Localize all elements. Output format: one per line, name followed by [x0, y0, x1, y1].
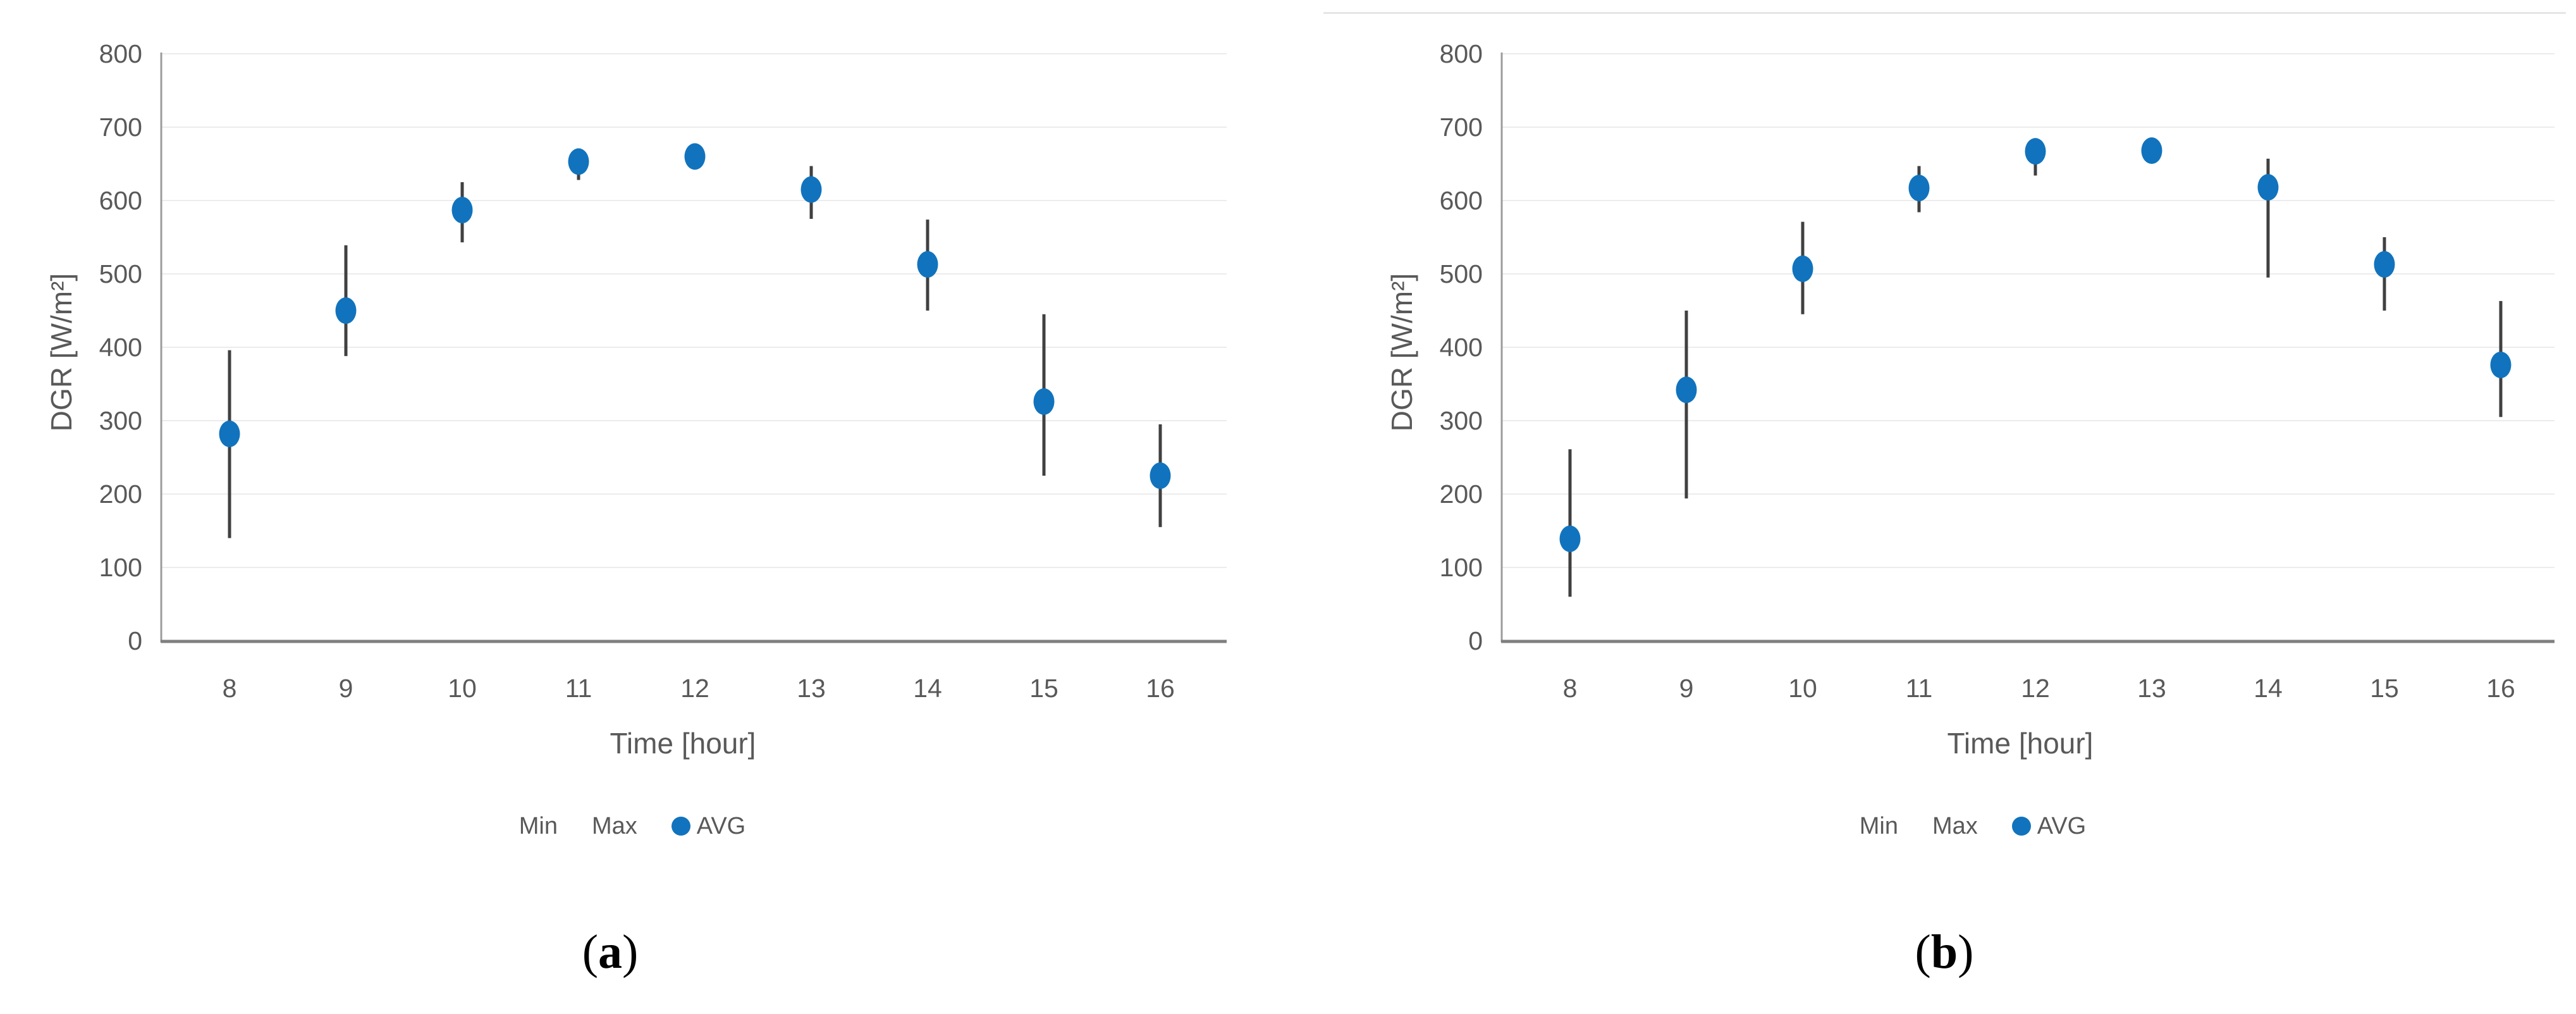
y-tick-label: 500 — [1440, 259, 1483, 288]
legend-item-avg: AVG — [2011, 812, 2087, 840]
caption-b-close-paren: ) — [1958, 925, 1974, 979]
chart-a-caption: (a) — [484, 925, 737, 980]
y-tick-label: 400 — [99, 333, 142, 362]
y-tick-label: 100 — [1440, 553, 1483, 582]
x-tick-label: 13 — [797, 674, 826, 703]
y-tick-label: 400 — [1440, 333, 1483, 362]
legend-item-max: Max — [592, 813, 637, 840]
x-tick-label: 9 — [1679, 674, 1694, 703]
y-tick-label: 600 — [1440, 186, 1483, 215]
y-tick-label: 600 — [99, 186, 142, 215]
avg-marker-icon — [2011, 817, 2031, 836]
avg-data-point — [1559, 525, 1581, 552]
x-tick-label: 10 — [448, 674, 477, 703]
avg-data-point — [2257, 174, 2279, 201]
chart-a-plot-area: 0 100 200 300 400 500 600 700 800 8 9 10 11 12 13 14 15 1… — [99, 39, 1227, 703]
x-tick-label: 15 — [2370, 674, 2399, 703]
x-tick-label: 16 — [2486, 674, 2515, 703]
chart-b-x-axis-title: Time [hour] — [1947, 727, 2094, 760]
avg-data-point — [335, 297, 357, 324]
avg-data-point — [1676, 376, 1697, 404]
chart-a-legend: Min Max AVG — [436, 808, 828, 844]
x-tick-label: 8 — [223, 674, 237, 703]
legend-max-label: Max — [1932, 812, 1978, 839]
avg-data-point — [1150, 462, 1171, 489]
legend-item-min: Min — [519, 813, 558, 840]
x-tick-label: 15 — [1029, 674, 1058, 703]
x-tick-label: 9 — [339, 674, 353, 703]
avg-data-point — [219, 420, 240, 447]
avg-data-point — [568, 148, 589, 175]
y-tick-label: 100 — [99, 553, 142, 582]
caption-b-letter: b — [1930, 925, 1958, 979]
caption-a-open-paren: ( — [582, 925, 598, 979]
y-tick-label: 0 — [1468, 626, 1483, 655]
chart-a-y-axis-title: DGR [W/m²] — [45, 273, 78, 432]
legend-item-min: Min — [1860, 813, 1898, 840]
avg-data-point — [800, 176, 822, 203]
avg-data-point — [2141, 137, 2162, 164]
avg-data-point — [917, 250, 938, 278]
x-tick-label: 14 — [913, 674, 942, 703]
legend-avg-label: AVG — [696, 812, 746, 839]
legend-max-label: Max — [592, 812, 637, 839]
avg-marker-icon — [671, 817, 690, 836]
legend-min-label: Min — [1859, 812, 1898, 839]
legend-item-avg: AVG — [671, 812, 746, 840]
x-tick-label: 16 — [1146, 674, 1175, 703]
chart-b-legend: Min Max AVG — [1777, 808, 2169, 844]
y-tick-label: 800 — [99, 39, 142, 68]
avg-data-point — [684, 143, 706, 170]
y-tick-label: 300 — [99, 406, 142, 435]
x-tick-label: 13 — [2137, 674, 2166, 703]
x-tick-label: 11 — [1906, 674, 1933, 703]
y-tick-label: 700 — [1440, 113, 1483, 142]
x-tick-label: 14 — [2254, 674, 2283, 703]
x-tick-label: 12 — [680, 674, 709, 703]
x-tick-label: 8 — [1563, 674, 1578, 703]
avg-data-point — [451, 197, 473, 224]
y-tick-label: 500 — [99, 259, 142, 288]
legend-min-label: Min — [518, 812, 558, 839]
y-tick-label: 0 — [128, 626, 142, 655]
avg-data-point — [1908, 175, 1930, 202]
page-edge-artifact-line — [1323, 12, 2566, 14]
caption-a-close-paren: ) — [622, 925, 639, 979]
chart-b-plot-area: 0 100 200 300 400 500 600 700 800 8 9 10 11 12 13 14 15 1… — [1440, 39, 2555, 703]
x-tick-label: 11 — [565, 674, 592, 703]
chart-a-x-axis-title: Time [hour] — [610, 727, 756, 760]
chart-b-y-axis-title: DGR [W/m²] — [1385, 273, 1418, 432]
y-tick-label: 200 — [99, 479, 142, 509]
legend-item-max: Max — [1932, 813, 1978, 840]
y-tick-label: 800 — [1440, 39, 1483, 68]
y-tick-label: 300 — [1440, 406, 1483, 435]
avg-data-point — [2490, 351, 2512, 378]
legend-avg-label: AVG — [2037, 812, 2087, 839]
caption-a-letter: a — [598, 925, 622, 979]
x-tick-label: 12 — [2021, 674, 2050, 703]
y-tick-label: 200 — [1440, 479, 1483, 509]
caption-b-open-paren: ( — [1915, 925, 1931, 979]
x-tick-label: 10 — [1788, 674, 1817, 703]
avg-data-point — [2025, 138, 2046, 165]
avg-data-point — [1033, 388, 1055, 415]
y-tick-label: 700 — [99, 113, 142, 142]
avg-data-point — [1792, 255, 1813, 282]
avg-data-point — [2374, 250, 2395, 278]
chart-b-caption: (b) — [1818, 925, 2071, 980]
